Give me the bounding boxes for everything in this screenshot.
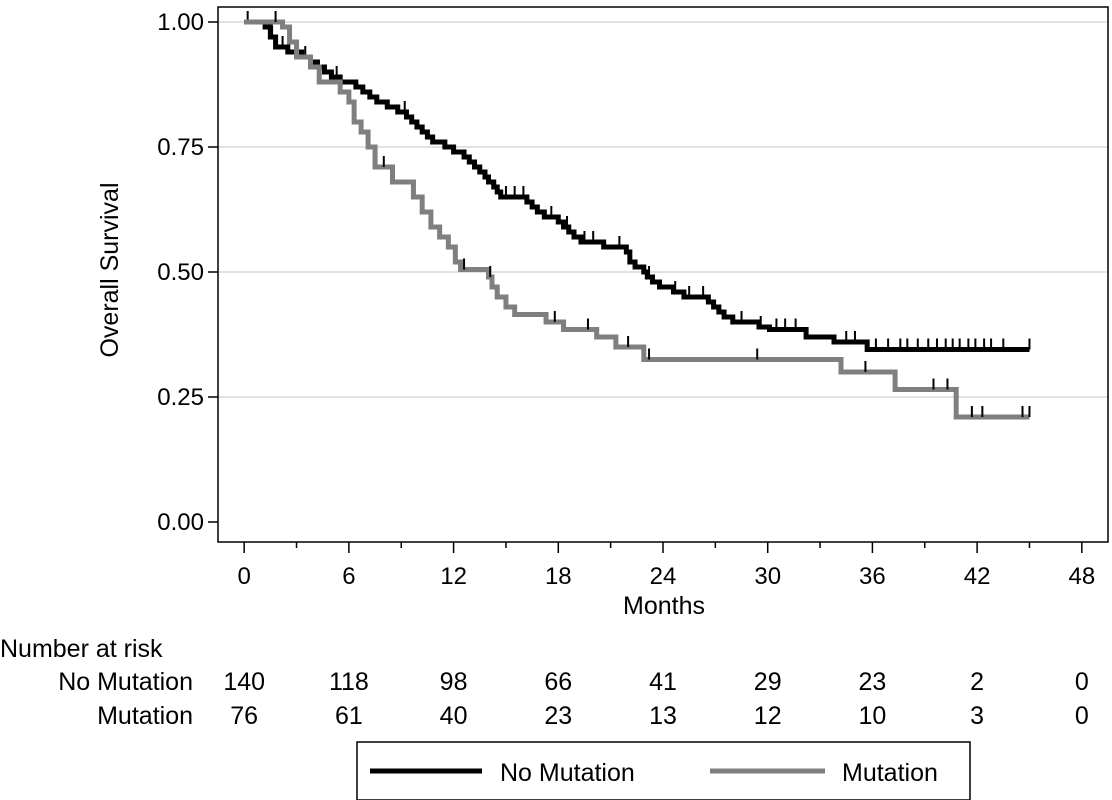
- risk-count: 76: [230, 702, 258, 730]
- risk-count: 66: [544, 668, 572, 696]
- risk-count: 23: [859, 668, 887, 696]
- x-tick-label: 24: [650, 563, 677, 590]
- risk-count: 41: [649, 668, 677, 696]
- risk-count: 0: [1075, 702, 1089, 730]
- risk-count: 2: [970, 668, 984, 696]
- x-tick-label: 30: [754, 563, 781, 590]
- series-group: [244, 11, 1031, 420]
- risk-count: 10: [859, 702, 887, 730]
- legend: No Mutation Mutation: [356, 741, 971, 800]
- y-tick-label: 0.50: [157, 259, 204, 286]
- risk-count: 61: [335, 702, 363, 730]
- survival-curve-no-mutation: [244, 19, 1030, 352]
- legend-label-no-mutation: No Mutation: [500, 759, 635, 787]
- risk-count: 98: [440, 668, 468, 696]
- x-tick-label: 12: [440, 563, 467, 590]
- risk-count: 0: [1075, 668, 1089, 696]
- y-tick-label: 1.00: [157, 9, 204, 36]
- risk-count: 118: [329, 668, 369, 696]
- y-tick-label: 0.75: [157, 134, 204, 161]
- number-at-risk-table: Number at risk No Mutation 140 118 98 66 41 29…: [0, 635, 1089, 730]
- risk-count: 40: [440, 702, 468, 730]
- risk-count: 13: [649, 702, 677, 730]
- x-axis-title: Months: [623, 592, 705, 620]
- risk-row-label: No Mutation: [58, 668, 193, 696]
- x-tick-label: 42: [964, 563, 991, 590]
- risk-count: 3: [970, 702, 984, 730]
- x-tick-label: 0: [237, 563, 250, 590]
- x-tick-label: 48: [1068, 563, 1095, 590]
- y-tick-label: 0.25: [157, 384, 204, 411]
- x-tick-label: 6: [342, 563, 355, 590]
- x-tick-label: 18: [545, 563, 572, 590]
- risk-count: 12: [754, 702, 782, 730]
- plot-frame: [217, 6, 1109, 543]
- risk-count: 140: [223, 668, 265, 696]
- risk-count: 23: [544, 702, 572, 730]
- risk-table-title: Number at risk: [0, 635, 163, 663]
- legend-label-mutation: Mutation: [842, 759, 938, 787]
- x-tick-label: 36: [859, 563, 886, 590]
- risk-row-label: Mutation: [97, 702, 193, 730]
- risk-count: 29: [754, 668, 782, 696]
- survival-curve-mutation: [244, 19, 1030, 420]
- y-tick-label: 0.00: [157, 509, 204, 536]
- axis-ticks: 0.00 0.25 0.50 0.75 1.00 0 6 12 18 24 30 36 42 48: [157, 9, 1095, 590]
- y-axis-title: Overall Survival: [96, 182, 124, 357]
